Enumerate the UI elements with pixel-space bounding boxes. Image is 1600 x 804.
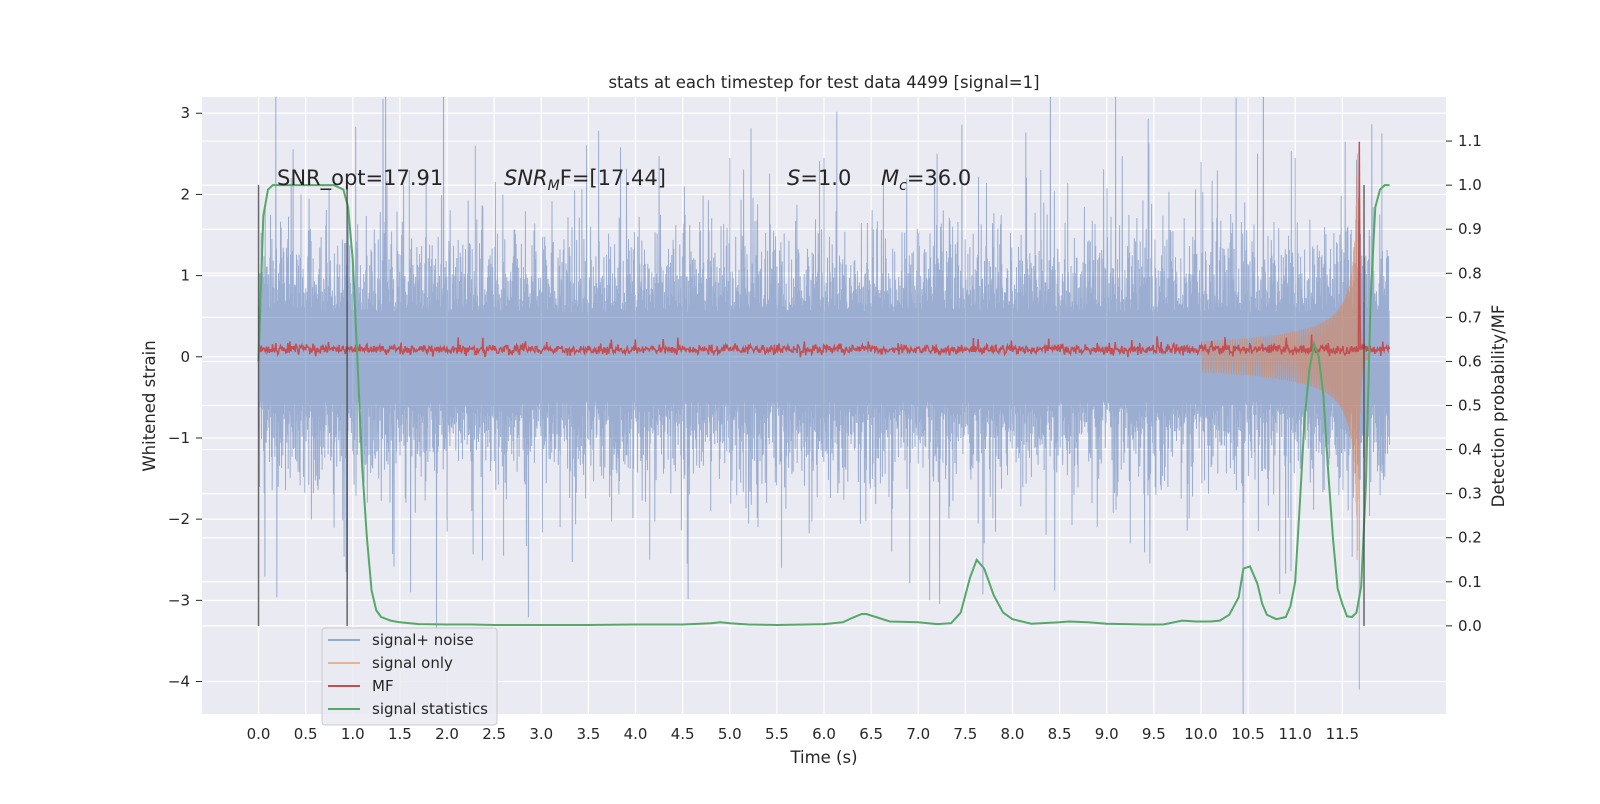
- x-tick-label: 4.0: [624, 725, 648, 743]
- y2-tick-label: 0.4: [1458, 441, 1482, 459]
- y2-tick-label: 0.1: [1458, 573, 1482, 591]
- annotation-s-symbol: S: [787, 166, 800, 190]
- series-signal-noise: [258, 97, 1390, 714]
- x-tick-label: 10.0: [1184, 725, 1217, 743]
- y-tick-label: −2: [168, 510, 190, 528]
- x-tick-label: 5.5: [765, 725, 789, 743]
- annotation-snr-mf-rest: F=[17.44]: [560, 166, 666, 190]
- annotation-snr-mf-sub: M: [548, 178, 560, 194]
- y2-tick-label: 0.7: [1458, 308, 1482, 326]
- x-tick-label: 3.0: [529, 725, 553, 743]
- y-tick-label: 3: [180, 104, 190, 122]
- x-tick-label: 8.0: [1001, 725, 1025, 743]
- y2-axis-label: Detection probability/MF: [1489, 305, 1508, 508]
- y-tick-label: −3: [168, 591, 190, 609]
- y2-tick-label: 0.5: [1458, 397, 1482, 415]
- annotations: SNR_opt=17.91 SNRMF=[17.44] S=1.0 Mc=36.…: [277, 166, 971, 194]
- x-tick-label: 6.5: [859, 725, 883, 743]
- y2-tick-label: 0.2: [1458, 529, 1482, 547]
- x-tick-label: 3.5: [576, 725, 600, 743]
- x-tick-label: 2.0: [435, 725, 459, 743]
- annotation-mc-value: =36.0: [907, 166, 971, 190]
- y2-tick-label: 1.0: [1458, 176, 1482, 194]
- x-tick-label: 1.0: [341, 725, 365, 743]
- y-tick-label: 2: [180, 185, 190, 203]
- chart-title: stats at each timestep for test data 449…: [608, 73, 1039, 92]
- y-tick-label: −1: [168, 429, 190, 447]
- series-signal-statistics: [257, 184, 1390, 627]
- legend-label-signal-noise: signal+ noise: [372, 631, 474, 649]
- y2-axis-ticks: 0.0 0.1 0.2 0.3 0.4 0.5 0.6 0.7 0.8 0.9 1.0 1.1: [1446, 132, 1482, 635]
- x-tick-label: 0.0: [247, 725, 271, 743]
- legend-label-mf: MF: [372, 677, 394, 695]
- x-axis-label: Time (s): [789, 748, 857, 767]
- y2-tick-label: 0.9: [1458, 220, 1482, 238]
- x-tick-label: 7.5: [953, 725, 977, 743]
- x-tick-label: 8.5: [1048, 725, 1072, 743]
- y2-tick-label: 0.3: [1458, 485, 1482, 503]
- x-tick-label: 7.0: [906, 725, 930, 743]
- x-tick-label: 9.0: [1095, 725, 1119, 743]
- y-axis-ticks: −4 −3 −2 −1 0 1 2 3: [168, 104, 202, 691]
- x-tick-label: 9.5: [1142, 725, 1166, 743]
- annotation-mc-sub: c: [899, 178, 907, 194]
- x-tick-label: 1.5: [388, 725, 412, 743]
- vertical-markers: [257, 185, 1365, 626]
- annotation-snr-mf: SNRMF=[17.44]: [504, 166, 666, 194]
- y2-tick-label: 1.1: [1458, 132, 1482, 150]
- annotation-s-value: =1.0: [800, 166, 851, 190]
- x-tick-label: 11.5: [1326, 725, 1359, 743]
- annotation-s: S=1.0: [787, 166, 851, 190]
- x-tick-label: 10.5: [1231, 725, 1264, 743]
- series-signal-only: [1200, 153, 1370, 561]
- y-tick-label: −4: [168, 673, 190, 691]
- annotation-snr-mf-main: SNR: [504, 166, 548, 190]
- legend: signal+ noise signal only MF signal stat…: [321, 627, 498, 726]
- legend-box: [321, 627, 498, 726]
- legend-label-signal-statistics: signal statistics: [372, 700, 488, 718]
- y-tick-label: 1: [180, 267, 190, 285]
- x-tick-label: 6.0: [812, 725, 836, 743]
- x-tick-label: 5.0: [718, 725, 742, 743]
- y2-tick-label: 0.0: [1458, 617, 1482, 635]
- x-tick-label: 2.5: [482, 725, 506, 743]
- series-layer: [257, 97, 1391, 714]
- y-axis-label: Whitened strain: [140, 340, 159, 471]
- y2-tick-label: 0.8: [1458, 264, 1482, 282]
- annotation-mc-symbol: M: [881, 166, 899, 190]
- legend-label-signal-only: signal only: [372, 654, 453, 672]
- annotation-snr-opt: SNR_opt=17.91: [277, 166, 443, 191]
- x-tick-label: 0.5: [294, 725, 318, 743]
- x-tick-label: 11.0: [1279, 725, 1312, 743]
- series-mf: [257, 141, 1391, 358]
- annotation-mc: Mc=36.0: [881, 166, 971, 194]
- y2-tick-label: 0.6: [1458, 352, 1482, 370]
- x-tick-label: 4.5: [671, 725, 695, 743]
- y-tick-label: 0: [180, 348, 190, 366]
- x-axis-ticks: 0.0 0.5 1.0 1.5 2.0 2.5 3.0 3.5 4.0 4.5 5.0 5.5 6.0 6…: [247, 725, 1359, 743]
